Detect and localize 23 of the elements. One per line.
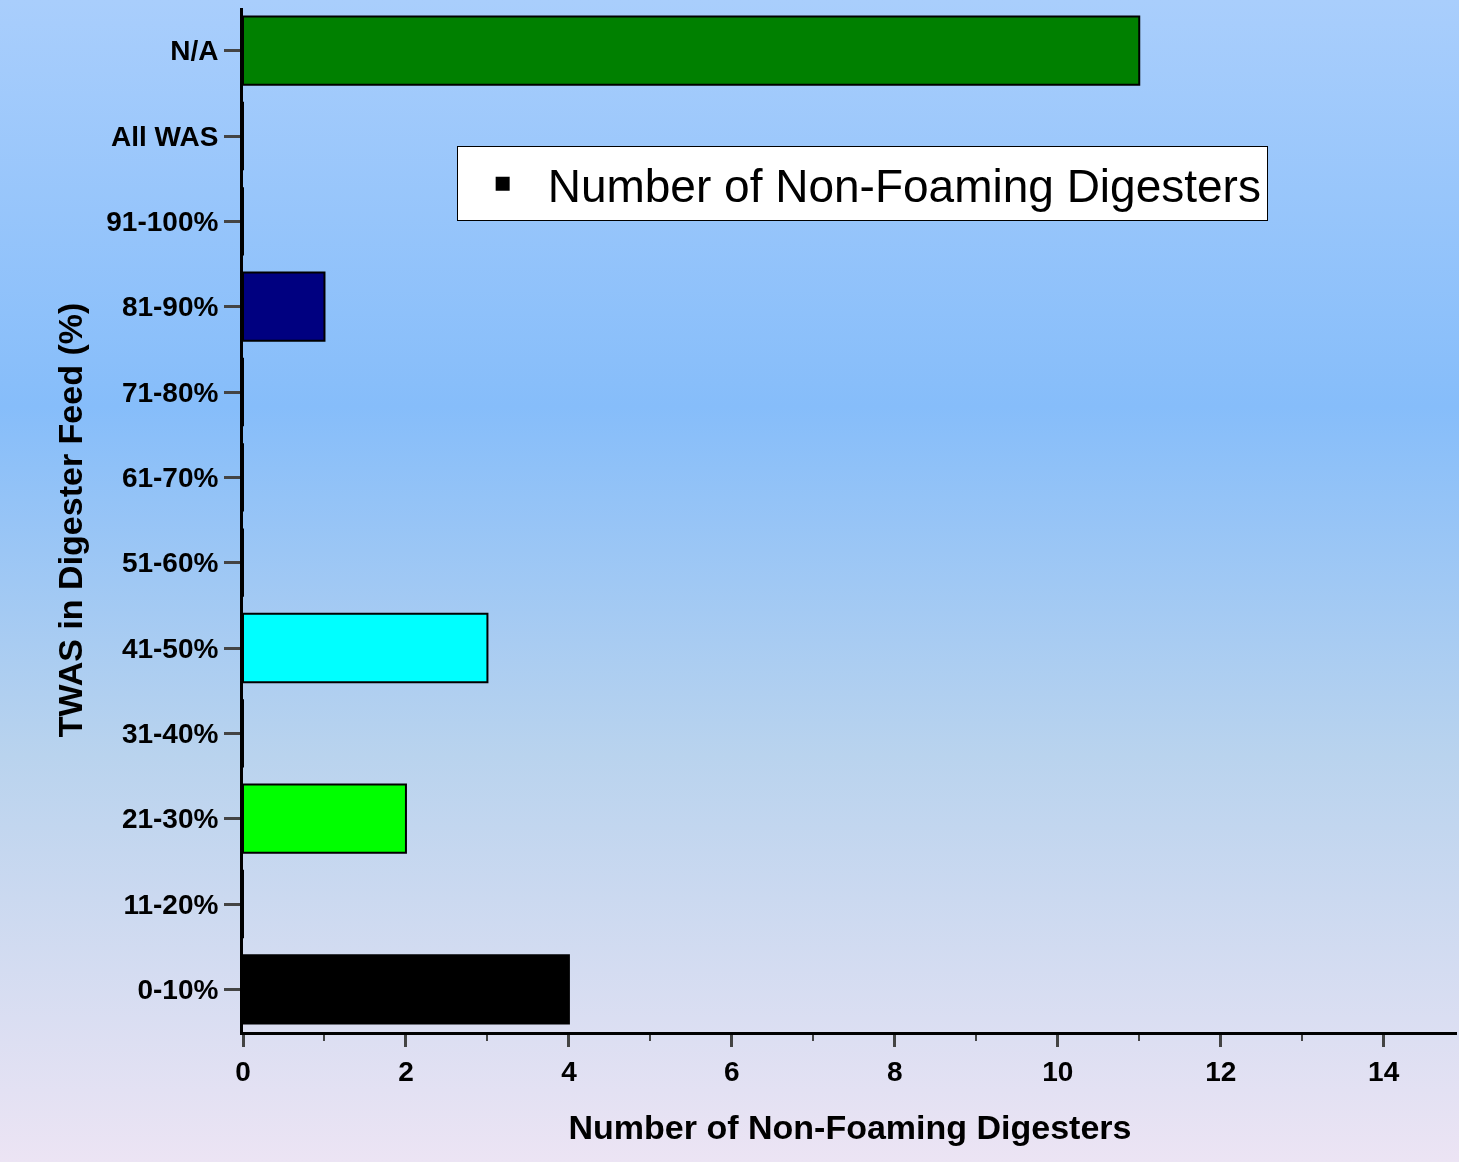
y-tick-label: 61-70% [121, 462, 219, 494]
y-tick-label: 21-30% [121, 803, 219, 835]
x-tick-label: 14 [1368, 1055, 1400, 1087]
y-tick-label: All WAS [111, 120, 219, 152]
y-tick-label: 91-100% [106, 206, 219, 238]
x-tick-label: 0 [235, 1055, 251, 1087]
y-tick-label: N/A [170, 35, 219, 67]
x-axis-title: Number of Non-Foaming Digesters [568, 1107, 1132, 1146]
x-tick-label: 10 [1042, 1055, 1074, 1087]
x-tick-label: 6 [724, 1055, 740, 1087]
y-tick-label: 0-10% [137, 974, 219, 1006]
legend-label: Number of Non-Foaming Digesters [547, 159, 1261, 212]
y-tick-label: 31-40% [121, 718, 219, 750]
y-tick-label: 81-90% [121, 291, 219, 323]
y-tick-label: 51-60% [121, 547, 219, 579]
x-tick-label: 12 [1205, 1055, 1237, 1087]
y-tick-label: 71-80% [121, 376, 219, 408]
x-tick-label: 8 [887, 1055, 903, 1087]
y-tick-label: 41-50% [121, 632, 219, 664]
x-tick-label: 2 [398, 1055, 414, 1087]
y-tick-label: 11-20% [123, 888, 219, 920]
y-axis-title: TWAS in Digester Feed (%) [50, 302, 89, 738]
x-tick-label: 4 [561, 1055, 578, 1087]
